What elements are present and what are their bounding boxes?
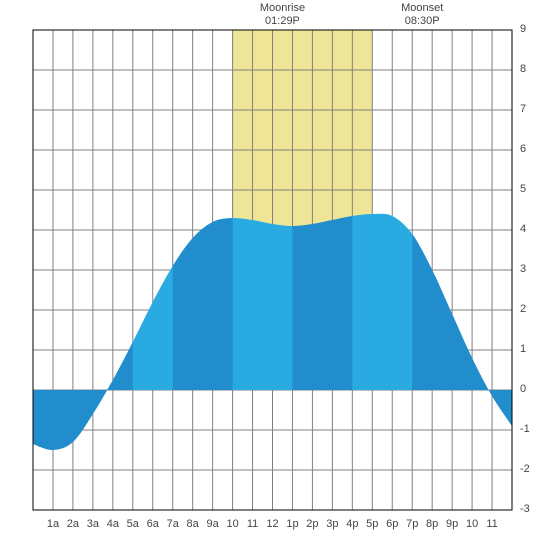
x-tick-label: 9a — [207, 518, 219, 530]
x-tick-label: 7p — [406, 518, 418, 530]
x-tick-label: 2a — [67, 518, 79, 530]
x-tick-label: 10 — [226, 518, 238, 530]
x-tick-label: 6a — [147, 518, 159, 530]
y-tick-label: -3 — [520, 503, 530, 515]
x-tick-label: 12 — [266, 518, 278, 530]
x-tick-label: 5p — [366, 518, 378, 530]
y-tick-label: 3 — [520, 263, 526, 275]
y-tick-label: 5 — [520, 183, 526, 195]
x-tick-label: 3p — [326, 518, 338, 530]
x-tick-label: 8a — [187, 518, 199, 530]
x-tick-label: 9p — [446, 518, 458, 530]
x-tick-label: 11 — [486, 518, 497, 530]
moonset-label-title: Moonset — [392, 2, 452, 15]
moonset-label-time: 08:30P — [392, 15, 452, 28]
x-tick-label: 4p — [346, 518, 358, 530]
x-tick-label: 5a — [127, 518, 139, 530]
x-tick-label: 6p — [386, 518, 398, 530]
y-tick-label: -1 — [520, 423, 530, 435]
x-tick-label: 10 — [466, 518, 478, 530]
x-tick-label: 2p — [306, 518, 318, 530]
x-tick-label: 1p — [286, 518, 298, 530]
tide-chart: -3-2-101234567891a2a3a4a5a6a7a8a9a101112… — [0, 0, 550, 550]
chart-svg — [0, 0, 550, 550]
x-tick-label: 11 — [247, 518, 258, 530]
y-tick-label: 2 — [520, 303, 526, 315]
x-tick-label: 3a — [87, 518, 99, 530]
x-tick-label: 4a — [107, 518, 119, 530]
x-tick-label: 1a — [47, 518, 59, 530]
moonrise-label-time: 01:29P — [252, 15, 312, 28]
moonrise-label: Moonrise01:29P — [252, 2, 312, 28]
y-tick-label: 1 — [520, 343, 526, 355]
x-tick-label: 8p — [426, 518, 438, 530]
y-tick-label: 0 — [520, 383, 526, 395]
y-tick-label: 9 — [520, 23, 526, 35]
y-tick-label: 6 — [520, 143, 526, 155]
y-tick-label: -2 — [520, 463, 530, 475]
x-tick-label: 7a — [167, 518, 179, 530]
y-tick-label: 7 — [520, 103, 526, 115]
moonrise-label-title: Moonrise — [252, 2, 312, 15]
y-tick-label: 8 — [520, 63, 526, 75]
y-tick-label: 4 — [520, 223, 526, 235]
moonset-label: Moonset08:30P — [392, 2, 452, 28]
